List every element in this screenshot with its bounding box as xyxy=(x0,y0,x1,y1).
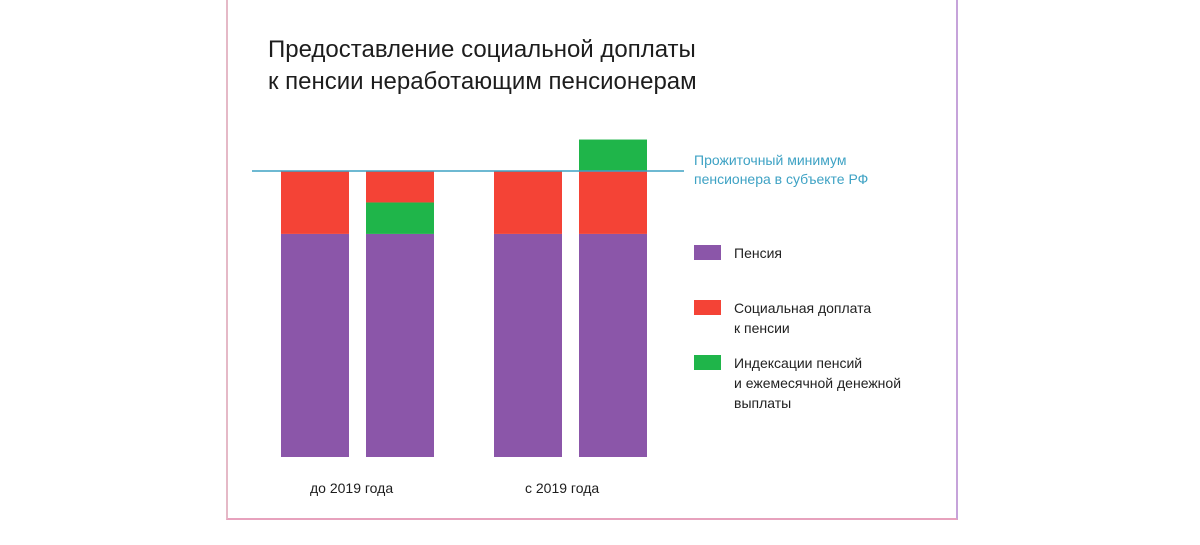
x-group-label-since-2019: с 2019 года xyxy=(525,480,600,496)
bar-1-segment-pension xyxy=(281,233,349,457)
bar-1-segment-supplement xyxy=(281,171,349,234)
bar-3-segment-supplement xyxy=(494,171,562,234)
legend-swatch-indexation xyxy=(694,355,721,370)
bars-layer xyxy=(281,139,647,457)
bar-chart xyxy=(252,139,684,457)
bar-4-segment-pension xyxy=(579,233,647,457)
bar-2-segment-supplement xyxy=(366,171,434,203)
bar-2-segment-pension xyxy=(366,233,434,457)
bar-1 xyxy=(281,171,349,457)
chart-title: Предоставление социальной доплаты к пенс… xyxy=(268,34,697,98)
x-group-label-before-2019: до 2019 года xyxy=(310,480,394,496)
chart-title-line-1: Предоставление социальной доплаты xyxy=(268,36,696,63)
legend-label-supplement: Социальная доплата к пенсии xyxy=(734,300,872,336)
bar-3-segment-pension xyxy=(494,233,562,457)
subsistence-minimum-label: Прожиточный минимум пенсионера в субъект… xyxy=(694,151,868,189)
subsistence-minimum-label-line-2: пенсионера в субъекте РФ xyxy=(694,171,869,187)
chart-card: Предоставление социальной доплаты к пенс… xyxy=(226,0,958,520)
legend-label-pension: Пенсия xyxy=(734,245,782,261)
bar-2-segment-indexation xyxy=(366,202,434,234)
legend-label-indexation: Индексации пенсий и ежемесячной денежной… xyxy=(734,355,902,411)
bar-4-segment-supplement xyxy=(579,171,647,234)
legend-swatch-pension xyxy=(694,245,721,260)
bar-2 xyxy=(366,171,434,457)
bar-4 xyxy=(579,139,647,457)
bar-4-segment-indexation xyxy=(579,139,647,171)
chart-title-line-2: к пенсии неработающим пенсионерам xyxy=(268,68,697,95)
legend-swatch-supplement xyxy=(694,300,721,315)
subsistence-minimum-label-line-1: Прожиточный минимум xyxy=(694,152,847,168)
bar-3 xyxy=(494,171,562,457)
